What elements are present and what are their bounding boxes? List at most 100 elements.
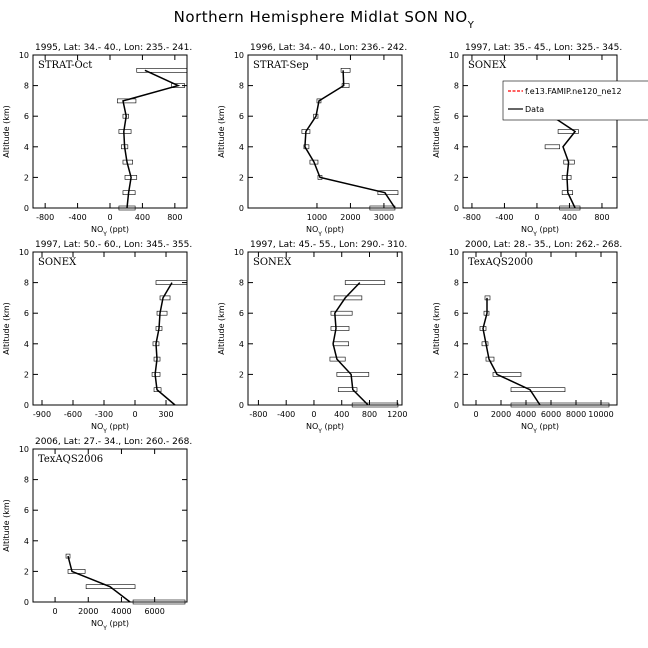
y-tick-label: 8 (454, 82, 459, 91)
x-tick-label: 800 (594, 213, 609, 222)
y-tick-label: 8 (24, 476, 29, 485)
y-tick-label: 6 (24, 112, 29, 121)
panel-title: 2000, Lat: 28.- 35., Lon: 262.- 268. (465, 240, 622, 250)
y-tick-label: 4 (24, 143, 29, 152)
x-tick-label: 1000 (307, 213, 327, 222)
y-tick-label: 4 (24, 340, 29, 349)
x-axis-label: NOY (ppt) (306, 225, 344, 238)
y-axis-label: Altitude (km) (2, 499, 11, 551)
x-tick-label: 400 (334, 410, 349, 419)
plot-frame (462, 54, 618, 209)
x-axis-label-part: Y (317, 231, 322, 238)
y-axis-label: Altitude (km) (432, 105, 441, 157)
x-tick-label: -400 (495, 213, 513, 222)
range-box (153, 387, 162, 393)
panel-annotation: TexAQS2000 (468, 257, 533, 268)
y-tick-label: 4 (454, 143, 459, 152)
panel-title: 1997, Lat: 45.- 55., Lon: 290.- 310. (250, 240, 407, 250)
range-box (136, 68, 188, 73)
y-tick-label: 6 (454, 112, 459, 121)
title-text: Northern Hemisphere Midlat SON NO (174, 8, 468, 26)
y-tick-label: 6 (239, 112, 244, 121)
y-axis-label: Altitude (km) (217, 302, 226, 354)
x-tick-label: 0 (311, 410, 316, 419)
y-tick-label: 2 (24, 567, 29, 576)
y-tick-label: 2 (239, 370, 244, 379)
x-tick-label: 800 (362, 410, 377, 419)
x-axis-label-part: NO (91, 422, 103, 431)
panel-title: 1995, Lat: 34.- 40., Lon: 235.- 241. (35, 43, 192, 53)
data-line (154, 282, 176, 406)
y-tick-label: 0 (454, 204, 459, 213)
data-line (482, 297, 541, 406)
x-tick-label: 800 (167, 213, 182, 222)
x-axis-label-part: Y (532, 428, 537, 435)
y-tick-label: 0 (24, 204, 29, 213)
x-axis-label-part: NO (306, 422, 318, 431)
range-box (329, 356, 346, 362)
y-tick-label: 0 (454, 401, 459, 410)
panel-title: 2006, Lat: 27.- 34., Lon: 260.- 268. (35, 437, 192, 447)
range-box (132, 599, 186, 605)
x-tick-label: 0 (107, 213, 112, 222)
range-box (116, 98, 137, 104)
x-tick-label: 6000 (541, 410, 561, 419)
range-box (340, 68, 351, 73)
y-tick-label: 0 (24, 401, 29, 410)
plot-frame (247, 54, 403, 209)
plot-frame (247, 251, 403, 406)
panel-title: 1997, Lat: 50.- 60., Lon: 345.- 355. (35, 240, 192, 250)
x-tick-label: -300 (95, 410, 113, 419)
x-axis-label: NOY (ppt) (91, 225, 129, 238)
x-axis-label-part: NO (521, 422, 533, 431)
range-box (557, 129, 579, 134)
range-box (330, 310, 353, 316)
y-tick-label: 4 (239, 143, 244, 152)
y-tick-label: 8 (239, 82, 244, 91)
x-axis-label: NOY (ppt) (91, 422, 129, 435)
plot-frame (32, 448, 188, 603)
x-axis-label-part: (ppt) (537, 225, 559, 234)
x-axis-label-part: (ppt) (107, 422, 129, 431)
x-tick-label: -400 (69, 213, 87, 222)
y-tick-label: 2 (454, 370, 459, 379)
y-tick-label: 8 (24, 279, 29, 288)
x-tick-label: -900 (33, 410, 51, 419)
x-axis-label: NOY (ppt) (521, 422, 559, 435)
x-tick-label: 4000 (111, 607, 131, 616)
y-tick-label: 2 (24, 370, 29, 379)
y-axis-label: Altitude (km) (217, 105, 226, 157)
x-axis-label-part: Y (532, 231, 537, 238)
x-axis-label-part: NO (91, 619, 103, 628)
y-tick-label: 2 (24, 173, 29, 182)
x-axis-label-part: NO (306, 225, 318, 234)
y-tick-label: 10 (19, 445, 29, 454)
y-axis-label: Altitude (km) (2, 105, 11, 157)
x-tick-label: 1200 (387, 410, 407, 419)
x-tick-label: 0 (53, 607, 58, 616)
y-tick-label: 8 (239, 279, 244, 288)
x-axis-label-part: Y (102, 231, 107, 238)
range-box (118, 129, 132, 134)
x-axis-label-part: (ppt) (322, 422, 344, 431)
x-tick-label: -400 (277, 410, 295, 419)
x-tick-label: -800 (36, 213, 54, 222)
y-tick-label: 10 (449, 248, 459, 257)
y-tick-label: 0 (239, 401, 244, 410)
x-tick-label: 400 (135, 213, 150, 222)
x-tick-label: 0 (132, 410, 137, 419)
y-tick-label: 6 (24, 309, 29, 318)
x-tick-label: 2000 (491, 410, 511, 419)
plot-frame (32, 251, 188, 406)
panel-annotation: SONEX (253, 257, 292, 268)
y-tick-label: 10 (234, 51, 244, 60)
range-box (337, 387, 358, 393)
panel-annotation: STRAT-Oct (38, 60, 92, 71)
range-box (559, 205, 581, 211)
x-axis-label: NOY (ppt) (521, 225, 559, 238)
data-line (67, 555, 131, 603)
y-axis-label: Altitude (km) (432, 302, 441, 354)
y-tick-label: 6 (239, 309, 244, 318)
